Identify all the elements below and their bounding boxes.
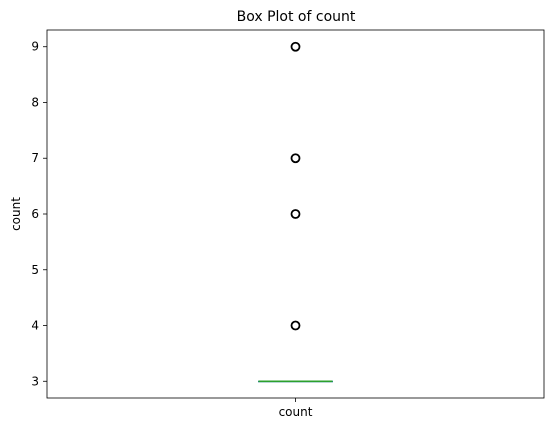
outlier-point	[290, 153, 301, 164]
outlier-point	[290, 209, 301, 219]
y-tick-label: 8	[31, 95, 39, 109]
plot-frame	[46, 29, 545, 399]
y-axis-ticks: 3 4 5 6 7 8 9	[31, 40, 47, 388]
y-tick-label: 5	[31, 263, 39, 277]
box-group	[258, 380, 333, 383]
y-tick-label: 7	[31, 151, 39, 165]
y-tick-label: 4	[31, 319, 39, 333]
outlier-point	[290, 41, 301, 52]
y-axis-label: count	[9, 197, 23, 231]
y-tick-label: 9	[31, 40, 39, 54]
outlier-point	[290, 320, 301, 331]
x-tick-label: count	[279, 405, 313, 419]
y-tick-label: 3	[31, 374, 39, 388]
chart-title: Box Plot of count	[237, 9, 356, 25]
outlier-group	[290, 41, 301, 331]
y-tick-label: 6	[31, 207, 39, 221]
x-axis-ticks: count	[279, 398, 313, 419]
